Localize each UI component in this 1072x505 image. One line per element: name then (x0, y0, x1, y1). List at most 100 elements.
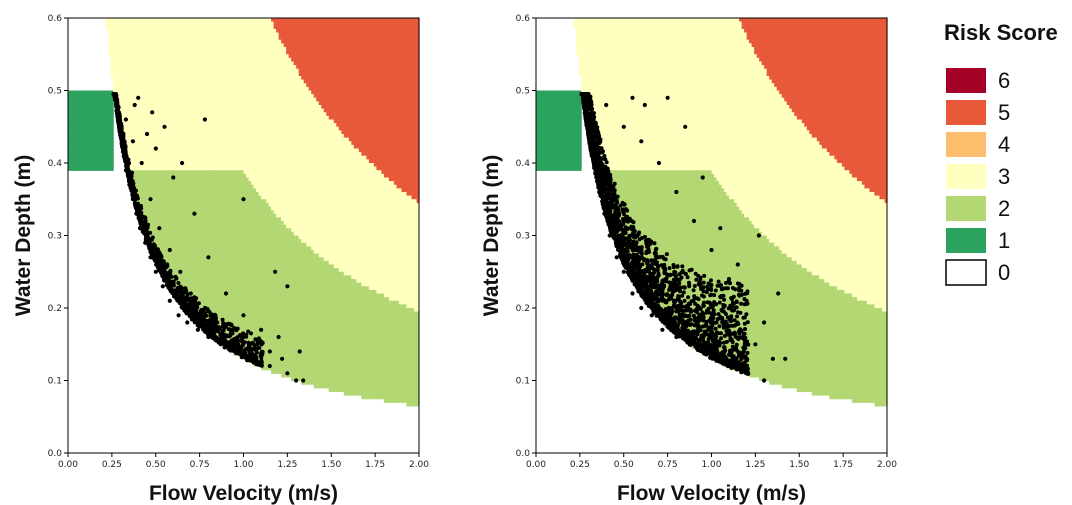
zone-cell-3 (235, 57, 240, 63)
zone-cell-3 (198, 90, 202, 95)
zone-cell-5 (388, 76, 393, 81)
zone-cell-3 (268, 72, 272, 77)
zone-cell-3 (276, 47, 280, 52)
zone-cell-3 (143, 54, 147, 59)
zone-cell-3 (173, 72, 177, 77)
zone-cell-3 (185, 32, 189, 37)
zone-cell-3 (215, 86, 220, 92)
zone-cell-5 (383, 18, 388, 23)
zone-cell-5 (333, 39, 337, 44)
zone-cell-5 (416, 50, 420, 55)
zone-cell-5 (366, 21, 370, 26)
zone-cell-3 (258, 18, 262, 23)
zone-cell-3 (188, 50, 192, 55)
zone-cell-3 (243, 36, 247, 41)
zone-cell-3 (113, 25, 117, 30)
zone-cell-5 (351, 36, 355, 41)
zone-cell-5 (413, 28, 418, 34)
zone-cell-5 (348, 18, 352, 23)
zone-cell-3 (296, 72, 300, 77)
zone-cell-3 (125, 32, 129, 37)
zone-cell-5 (411, 36, 415, 41)
zone-cell-5 (378, 43, 382, 48)
zone-cell-3 (190, 76, 194, 81)
zone-cell-5 (311, 57, 315, 63)
zone-cell-5 (371, 72, 375, 77)
zone-cell-3 (210, 28, 215, 34)
zone-cell-5 (351, 18, 355, 23)
zone-cell-5 (293, 28, 297, 34)
zone-cell-3 (130, 47, 134, 52)
zone-cell-3 (188, 21, 192, 26)
zone-cell-3 (185, 61, 189, 66)
zone-cell-3 (175, 32, 179, 37)
zone-cell-5 (286, 28, 290, 34)
zone-cell-3 (110, 47, 114, 52)
zone-cell-3 (138, 18, 142, 23)
zone-cell-3 (266, 65, 270, 70)
zone-cell-3 (190, 39, 194, 44)
zone-cell-3 (163, 90, 167, 95)
zone-cell-5 (346, 72, 350, 77)
zone-cell-5 (346, 32, 350, 37)
zone-cell-5 (326, 32, 330, 37)
zone-cell-5 (411, 25, 415, 30)
zone-cell-5 (291, 50, 295, 55)
zone-cell-5 (331, 90, 335, 95)
zone-cell-3 (128, 32, 132, 37)
zone-cell-5 (318, 28, 322, 34)
zone-cell-5 (306, 43, 310, 48)
zone-cell-3 (220, 68, 225, 73)
zone-cell-3 (243, 90, 247, 95)
zone-cell-3 (170, 47, 174, 52)
zone-cell-5 (353, 79, 357, 84)
zone-cell-3 (180, 39, 184, 44)
zone-cell-3 (208, 50, 212, 55)
zone-cell-3 (130, 90, 134, 95)
zone-cell-5 (371, 39, 375, 44)
zone-cell-3 (175, 25, 179, 30)
zone-cell-5 (273, 18, 277, 23)
zone-cell-3 (148, 32, 152, 37)
zone-cell-3 (123, 21, 127, 26)
zone-cell-3 (173, 43, 177, 48)
zone-cell-3 (168, 50, 172, 55)
zone-cell-3 (230, 61, 235, 66)
zone-cell-3 (133, 57, 137, 63)
zone-cell-3 (165, 76, 169, 81)
zone-cell-3 (135, 32, 139, 37)
zone-cell-3 (175, 76, 179, 81)
zone-cell-3 (195, 76, 199, 81)
zone-cell-3 (160, 28, 164, 34)
zone-cell-5 (361, 28, 365, 34)
zone-cell-3 (183, 90, 187, 95)
zone-cell-5 (398, 18, 403, 23)
zone-cell-3 (143, 86, 147, 92)
zone-cell-3 (198, 76, 202, 81)
zone-cell-5 (298, 57, 302, 63)
zone-cell-3 (130, 50, 134, 55)
zone-cell-3 (145, 94, 149, 99)
zone-cell-5 (283, 43, 287, 48)
zone-cell-3 (175, 28, 179, 34)
zone-cell-3 (133, 28, 137, 34)
zone-cell-5 (313, 25, 317, 30)
zone-cell-3 (138, 39, 142, 44)
zone-cell-3 (303, 90, 307, 95)
zone-cell-3 (210, 86, 215, 92)
zone-cell-3 (155, 54, 159, 59)
zone-cell-3 (278, 90, 282, 95)
zone-cell-5 (408, 65, 413, 70)
zone-cell-5 (323, 54, 327, 59)
zone-cell-5 (391, 54, 395, 59)
zone-cell-5 (343, 18, 347, 23)
zone-cell-5 (346, 79, 350, 84)
zone-cell-5 (406, 50, 410, 55)
zone-cell-5 (296, 43, 300, 48)
zone-cell-5 (381, 65, 385, 70)
zone-cell-5 (341, 50, 345, 55)
zone-cell-3 (291, 68, 295, 73)
zone-cell-3 (253, 39, 257, 44)
zone-cell-5 (338, 36, 342, 41)
zone-cell-5 (308, 32, 312, 37)
